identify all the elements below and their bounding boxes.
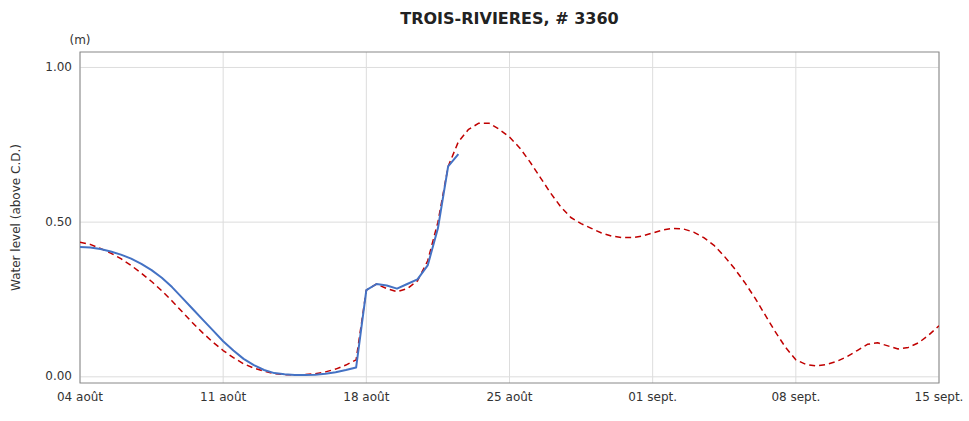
series-line xyxy=(80,123,939,375)
grid xyxy=(80,52,939,383)
y-tick-label: 0.50 xyxy=(45,215,72,229)
x-grid-line xyxy=(652,52,653,383)
plot-frame xyxy=(80,52,939,383)
x-tick-label: 04 août xyxy=(57,390,103,404)
x-tick-label: 11 août xyxy=(200,390,246,404)
x-grid-line xyxy=(509,52,510,383)
y-tick-label: 0.00 xyxy=(45,369,72,383)
x-tick-label: 15 sept. xyxy=(915,390,964,404)
x-tick-label: 08 sept. xyxy=(771,390,820,404)
x-grid-line xyxy=(223,52,224,383)
x-tick-label: 01 sept. xyxy=(628,390,677,404)
plot-area xyxy=(80,123,939,375)
series-line xyxy=(80,154,458,375)
annotation: (m) xyxy=(69,33,90,47)
x-tick-label: 18 août xyxy=(343,390,389,404)
chart: 0.00 0.50 1.00 04 août 11 août 18 août 25 août… xyxy=(0,0,969,421)
x-tick-label: 25 août xyxy=(486,390,532,404)
title: TROIS-RIVIERES, # 3360 xyxy=(400,9,618,28)
y-axis-label: Water level (above C.D.) xyxy=(9,144,23,291)
y-tick-label: 1.00 xyxy=(45,60,72,74)
x-grid-line xyxy=(366,52,367,383)
x-grid-line xyxy=(795,52,796,383)
